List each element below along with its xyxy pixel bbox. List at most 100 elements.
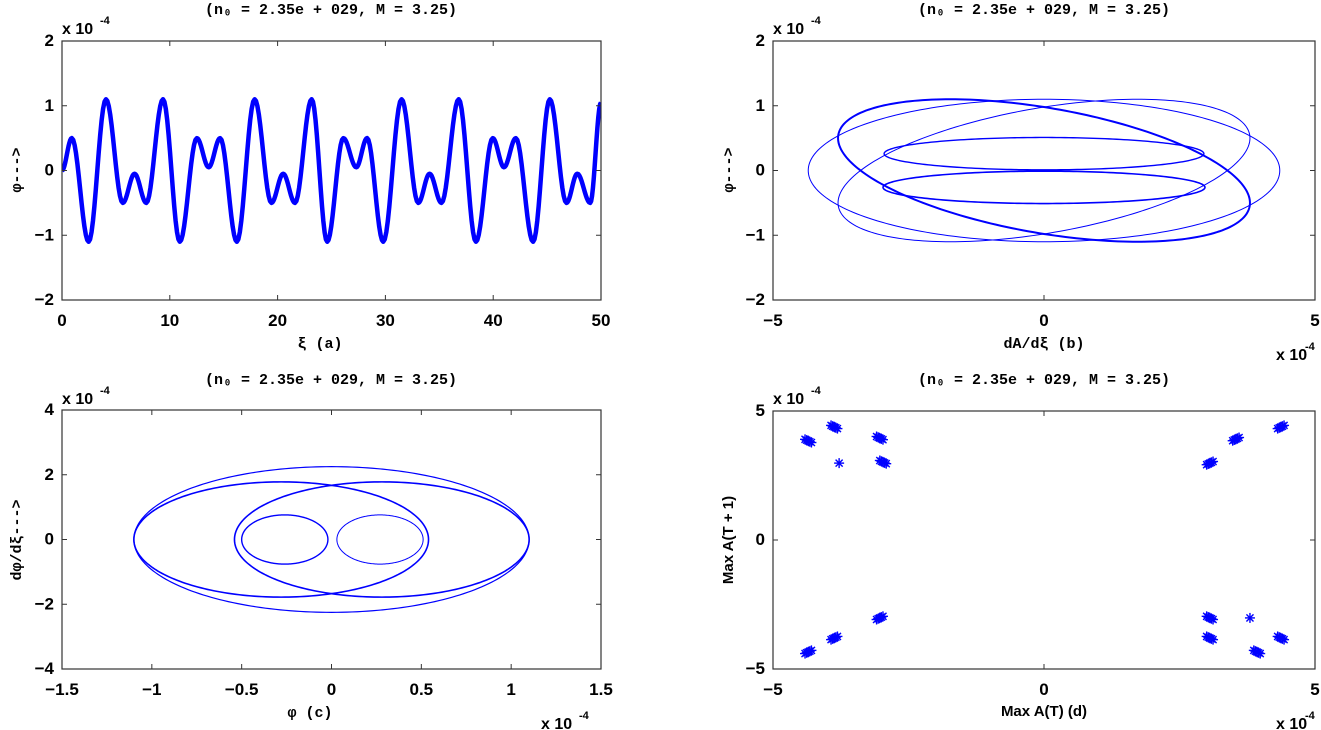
x-tick-label: −5: [763, 680, 782, 699]
trajectory-loop-5: [882, 170, 1206, 205]
panel-a: 0 10 20 30 40 50 −2 −1 0 1 2: [35, 31, 611, 330]
svg-text:-4: -4: [579, 710, 590, 722]
data-point: [1248, 645, 1266, 659]
x-tick-label: −1: [142, 680, 161, 699]
asterisk-marker: [1280, 635, 1289, 644]
y-tick-label: −4: [35, 659, 55, 678]
panel-c-title: (n₀ = 2.35e + 029, M = 3.25): [205, 372, 457, 389]
trajectory-loop-2: [837, 98, 1251, 243]
asterisk-marker: [1235, 433, 1244, 442]
svg-text:x 10: x 10: [773, 391, 804, 408]
panel-d-y-exponent: x 10 -4: [773, 385, 822, 408]
data-point: [1272, 631, 1290, 645]
panel-b-title: (n₀ = 2.35e + 029, M = 3.25): [918, 2, 1170, 19]
data-point: [1227, 432, 1245, 446]
data-point: [1201, 631, 1219, 645]
data-point: [834, 458, 845, 469]
panel-c-y-exponent: x 10 -4: [62, 385, 111, 408]
panel-d: −5 0 5 −5 0 5: [746, 401, 1320, 699]
asterisk-marker: [1209, 635, 1218, 644]
y-tick-label: 0: [45, 530, 54, 549]
trajectory-loop-4: [240, 514, 329, 565]
x-tick-label: 30: [376, 311, 395, 330]
x-tick-label: 0: [1039, 311, 1048, 330]
x-tick-label: 50: [592, 311, 611, 330]
y-tick-label: −2: [746, 290, 765, 309]
y-tick-label: 2: [45, 465, 54, 484]
y-tick-label: 1: [45, 96, 54, 115]
panel-d-xlabel: Max A(T) (d): [1001, 703, 1087, 720]
asterisk-marker: [833, 632, 842, 641]
panel-b-xlabel: dA/dξ (b): [1003, 336, 1084, 353]
y-tick-label: 0: [756, 161, 765, 180]
x-tick-label: −1.5: [45, 680, 79, 699]
svg-text:x 10: x 10: [62, 391, 93, 408]
y-tick-label: 0: [756, 530, 765, 549]
y-tick-label: −5: [746, 659, 765, 678]
y-tick-label: 2: [45, 31, 54, 50]
asterisk-marker: [1209, 615, 1218, 624]
data-point: [826, 631, 843, 645]
x-tick-label: 5: [1310, 680, 1319, 699]
panel-a-title: (n₀ = 2.35e + 029, M = 3.25): [205, 2, 457, 19]
x-tick-label: 40: [484, 311, 503, 330]
x-tick-label: 0: [57, 311, 66, 330]
svg-text:-4: -4: [100, 15, 111, 27]
data-point: [874, 455, 892, 469]
panel-b-y-exponent: x 10 -4: [773, 15, 822, 38]
asterisk-marker: [1245, 613, 1254, 622]
y-tick-label: −2: [35, 290, 54, 309]
y-tick-label: −1: [746, 225, 765, 244]
data-point: [826, 420, 843, 434]
panel-a-xlabel: ξ (a): [297, 336, 342, 353]
panel-a-ylabel: φ--->: [9, 147, 26, 192]
asterisk-marker: [882, 459, 891, 468]
svg-text:-4: -4: [811, 385, 822, 397]
y-tick-label: −2: [35, 594, 54, 613]
trajectory-loop-3: [837, 98, 1251, 243]
asterisk-marker: [807, 646, 816, 655]
asterisk-marker: [878, 435, 888, 444]
asterisk-marker: [1256, 649, 1265, 658]
trajectory-loop-4: [883, 136, 1205, 171]
trajectory-loop-5: [336, 514, 424, 565]
data-point: [800, 645, 817, 659]
panel-b-x-exponent: x 10-4: [1276, 341, 1316, 364]
x-tick-label: 5: [1310, 311, 1319, 330]
x-tick-label: 0.5: [410, 680, 434, 699]
panel-b-ylabel: φ--->: [721, 147, 738, 192]
y-tick-label: 5: [756, 401, 765, 420]
panel-b-plot-area: [807, 98, 1281, 243]
panel-c: −1.5 −1 −0.5 0 0.5 1 1.5 −4 −2 0 2 4: [35, 400, 613, 699]
y-tick-label: 2: [756, 31, 765, 50]
panel-c-x-exponent: x 10 -4: [541, 710, 590, 730]
svg-text:x 10: x 10: [773, 21, 804, 38]
svg-text:x 10: x 10: [541, 716, 572, 730]
svg-text:x 10: x 10: [62, 21, 93, 38]
data-point: [1244, 612, 1255, 623]
data-point: [1272, 420, 1290, 434]
y-tick-label: 4: [45, 400, 55, 419]
asterisk-marker: [878, 612, 888, 621]
trajectory-loop-2: [133, 481, 430, 598]
panel-a-plot-area: [62, 97, 601, 244]
x-tick-label: 0: [1039, 680, 1048, 699]
svg-text:-4: -4: [811, 15, 822, 27]
data-point: [800, 434, 817, 448]
panel-c-plot-area: [133, 466, 530, 613]
panel-b: −5 0 5 −2 −1 0 1 2: [746, 31, 1320, 330]
panel-c-ylabel: dφ/dξ--->: [9, 499, 26, 580]
svg-text:-4: -4: [1305, 710, 1316, 722]
svg-text:-4: -4: [1305, 341, 1316, 353]
x-tick-label: 1.5: [589, 680, 613, 699]
asterisk-marker: [835, 459, 844, 468]
asterisk-marker: [833, 424, 842, 433]
x-tick-label: 20: [268, 311, 287, 330]
panel-c-xlabel: φ (c): [287, 705, 332, 722]
panel-d-plot-area: [800, 420, 1290, 659]
panel-d-x-exponent: x 10-4: [1276, 710, 1316, 730]
svg-text:x 10: x 10: [1276, 347, 1307, 364]
y-tick-label: −1: [35, 225, 54, 244]
x-tick-label: −0.5: [225, 680, 259, 699]
